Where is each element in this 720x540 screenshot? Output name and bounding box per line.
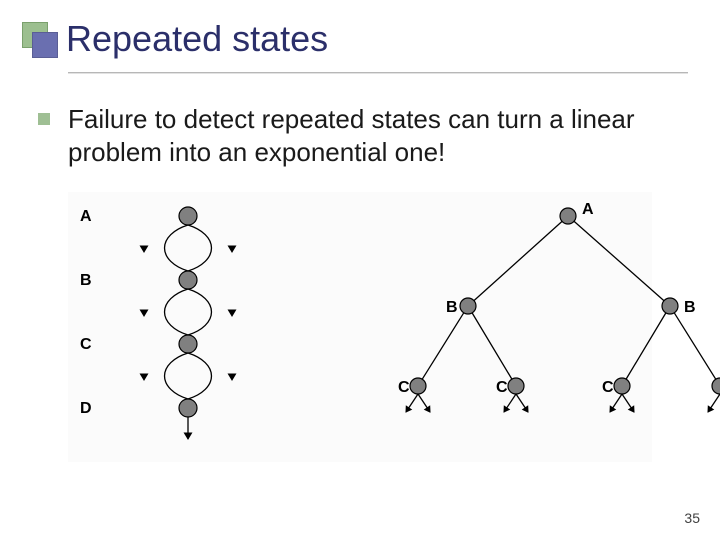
tree-node (460, 298, 476, 314)
tree-node (712, 378, 720, 394)
graph-node-label: C (80, 336, 92, 353)
tree-node-label: B (684, 299, 696, 316)
graph-node (179, 335, 197, 353)
tree-node-label: C (602, 379, 614, 396)
tree-node-label: B (446, 299, 458, 316)
graph-node (179, 271, 197, 289)
bullet-icon (38, 113, 50, 125)
tree-node (410, 378, 426, 394)
tree-node (614, 378, 630, 394)
tree-node (662, 298, 678, 314)
tree-node-label: C (398, 379, 410, 396)
tree-node (508, 378, 524, 394)
graph-node (179, 207, 197, 225)
diagram-area: A B C D C C B C C B A (68, 192, 652, 462)
graph-node-label: A (80, 208, 92, 225)
bullet-text: Failure to detect repeated states can tu… (68, 103, 682, 168)
tree-node-label: A (582, 201, 594, 218)
page-title: Repeated states (66, 18, 328, 60)
title-icon-front (32, 32, 58, 58)
slide: Repeated states Failure to detect repeat… (0, 0, 720, 540)
graph-node-label: D (80, 400, 92, 417)
graph-node-label: B (80, 272, 92, 289)
right-tree: CCBCCBA (268, 196, 720, 456)
left-graph: A B C D (68, 196, 268, 456)
graph-node (179, 399, 197, 417)
page-number: 35 (684, 510, 700, 526)
title-icon (22, 22, 56, 56)
tree-node-label: C (496, 379, 508, 396)
bullet-row: Failure to detect repeated states can tu… (38, 103, 682, 168)
tree-node (560, 208, 576, 224)
body: Failure to detect repeated states can tu… (0, 73, 720, 462)
title-row: Repeated states (0, 0, 720, 60)
